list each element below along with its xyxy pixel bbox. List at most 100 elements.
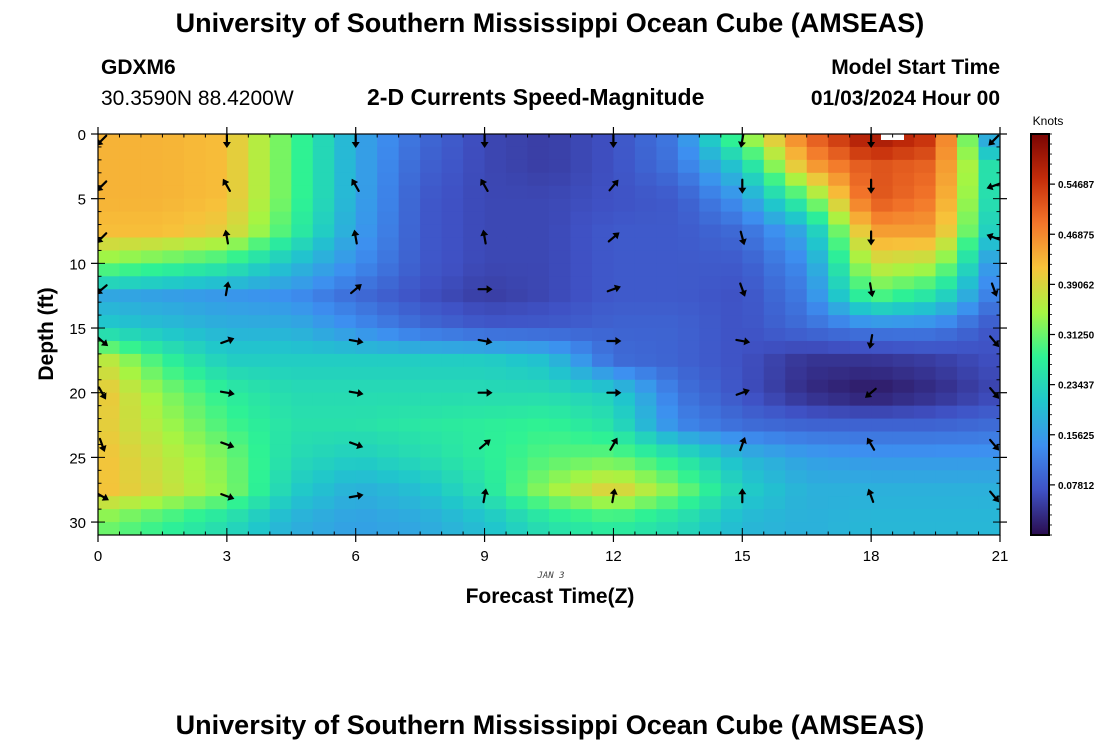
heatmap-cell: [269, 185, 292, 200]
heatmap-cell: [269, 457, 292, 471]
heatmap-cell: [398, 302, 421, 316]
heatmap-cell: [849, 263, 872, 277]
heatmap-cell: [613, 315, 636, 329]
heatmap-cell: [742, 328, 765, 342]
heatmap-cell: [634, 522, 657, 535]
heatmap-cell: [828, 405, 851, 420]
x-tick-label: 9: [480, 548, 488, 565]
heatmap-cell: [119, 250, 142, 264]
heatmap-cell: [613, 483, 636, 497]
heatmap-cell: [677, 224, 700, 239]
heatmap-cell: [677, 250, 700, 264]
heatmap-cell: [978, 457, 1000, 471]
heatmap-cell: [377, 159, 400, 174]
current-vector: [477, 337, 493, 346]
heatmap-cell: [656, 289, 679, 303]
heatmap-cell: [892, 405, 915, 420]
heatmap-cell: [699, 185, 722, 200]
heatmap-cell: [871, 172, 894, 187]
heatmap-cell: [463, 134, 486, 148]
heatmap-cell: [355, 340, 378, 355]
heatmap-cell: [720, 185, 743, 200]
heatmap-cell: [871, 146, 894, 161]
heatmap-cell: [248, 340, 271, 355]
heatmap-cell: [570, 509, 593, 523]
current-vector: [867, 282, 876, 298]
heatmap-cell: [742, 237, 765, 252]
heatmap-cell: [871, 315, 894, 329]
heatmap-cell: [591, 250, 615, 264]
heatmap-cell: [355, 211, 378, 226]
heatmap-cell: [398, 185, 421, 200]
heatmap-cell: [355, 289, 378, 303]
heatmap-cell: [441, 522, 464, 535]
heatmap-cell: [591, 431, 615, 446]
heatmap-cell: [699, 289, 722, 303]
station-location: 30.3590N 88.4200W: [101, 87, 294, 110]
heatmap-cell: [570, 276, 593, 290]
heatmap-cell: [613, 172, 636, 187]
heatmap-cell: [269, 522, 292, 535]
heatmap-cell: [763, 315, 786, 329]
heatmap-cell: [140, 263, 164, 277]
current-vector: [351, 178, 360, 192]
heatmap-cell: [484, 302, 507, 316]
current-vector: [348, 337, 364, 346]
heatmap-cell: [312, 457, 335, 471]
colorbar-unit: Knots: [1033, 114, 1064, 128]
heatmap-cell: [978, 276, 1000, 290]
heatmap-cell: [119, 340, 142, 355]
heatmap-cell: [634, 237, 657, 252]
heatmap-cell: [420, 250, 443, 264]
heatmap-cell: [98, 263, 121, 277]
heatmap-cell: [248, 315, 271, 329]
heatmap-cell: [119, 496, 142, 510]
heatmap-cell: [720, 379, 743, 394]
heatmap-cell: [398, 496, 421, 510]
heatmap-cell: [613, 185, 636, 200]
heatmap-cell: [484, 172, 507, 187]
heatmap-cell: [871, 522, 894, 535]
heatmap-cell: [978, 431, 1000, 446]
heatmap-cell: [269, 250, 292, 264]
heatmap-cell: [119, 431, 142, 446]
heatmap-cell: [914, 198, 937, 213]
heatmap-cell: [656, 496, 679, 510]
heatmap-cell: [205, 509, 228, 523]
heatmap-cell: [334, 172, 357, 187]
heatmap-cell: [677, 470, 700, 484]
heatmap-cell: [248, 496, 271, 510]
heatmap-cell: [699, 224, 722, 239]
heatmap-cell: [162, 185, 185, 200]
heatmap-cell: [226, 146, 249, 161]
heatmap-cell: [785, 340, 808, 355]
heatmap-cell: [527, 509, 550, 523]
heatmap-cell: [957, 134, 980, 148]
heatmap-cell: [806, 405, 829, 420]
heatmap-cell: [763, 431, 786, 446]
heatmap-cell: [291, 237, 314, 252]
heatmap-cell: [570, 340, 593, 355]
heatmap-cell: [162, 340, 185, 355]
heatmap-cell: [420, 302, 443, 316]
x-axis-title: Forecast Time(Z): [466, 585, 635, 608]
heatmap-cell: [291, 172, 314, 187]
heatmap-cell: [656, 509, 679, 523]
heatmap-cell: [763, 198, 786, 213]
heatmap-cell: [420, 198, 443, 213]
heatmap-cell: [506, 302, 529, 316]
heatmap-cell: [463, 366, 486, 381]
heatmap-cell: [98, 224, 121, 239]
heatmap-cell: [248, 392, 271, 407]
heatmap-cell: [570, 159, 593, 174]
heatmap-cell: [957, 289, 980, 303]
heatmap-cell: [742, 483, 765, 497]
heatmap-cell: [957, 353, 980, 368]
heatmap-cell: [957, 431, 980, 446]
current-vector: [864, 387, 877, 398]
heatmap-cell: [656, 392, 679, 407]
heatmap-cell: [785, 392, 808, 407]
heatmap-cell: [334, 302, 357, 316]
heatmap-cell: [742, 224, 765, 239]
heatmap-cell: [742, 509, 765, 523]
